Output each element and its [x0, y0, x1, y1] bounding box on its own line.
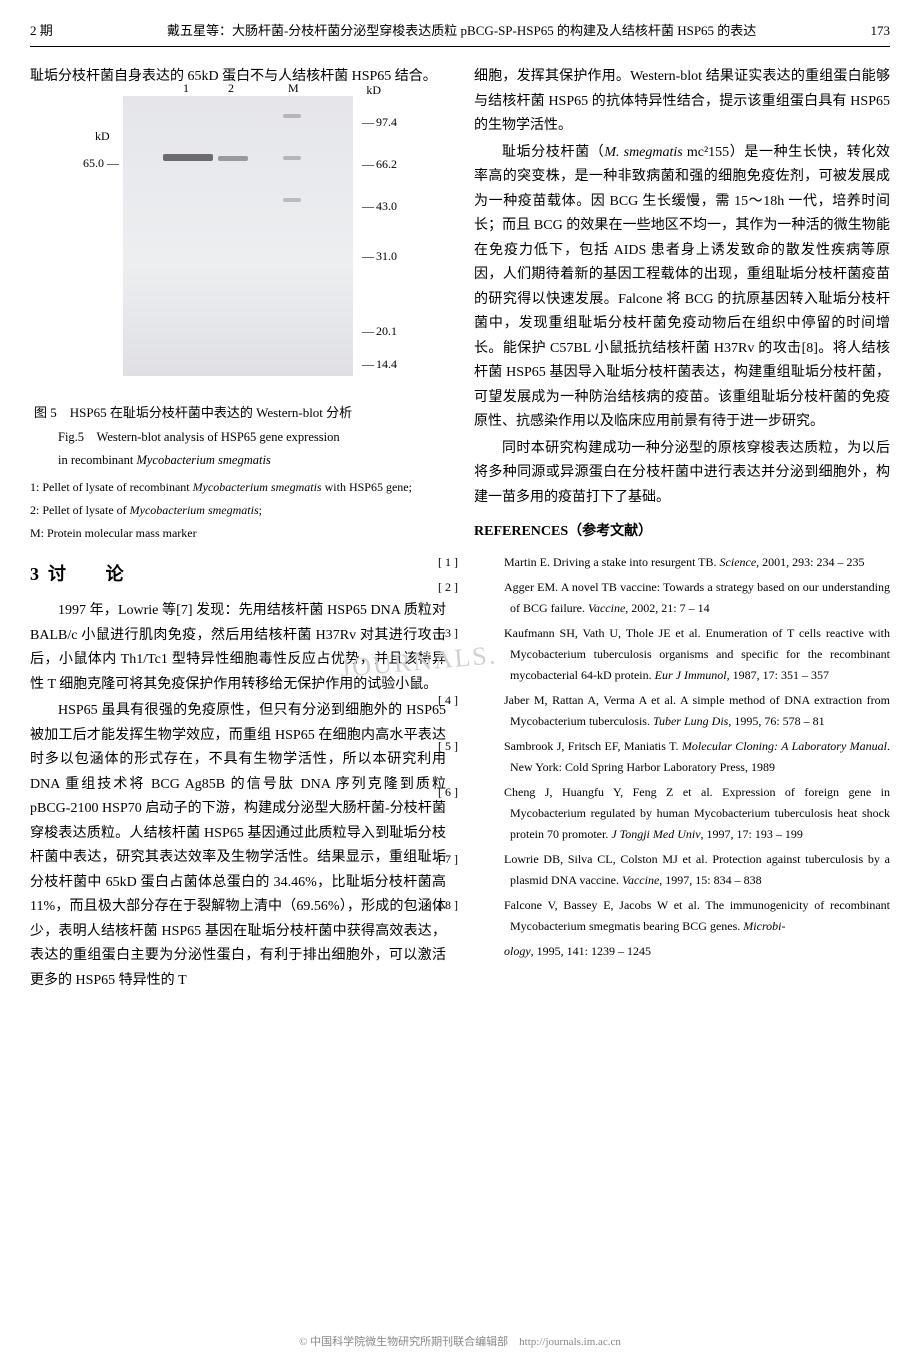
mw-14: 14.4: [376, 354, 397, 374]
reference-item: ology, 1995, 141: 1239 – 1245: [474, 941, 890, 962]
figure-5: 1 2 M kD kD 65.0 — 97.4 66.2 43.0 31.0 2…: [30, 96, 446, 545]
band-lane2: [218, 156, 248, 161]
reference-item: [ 2 ] Agger EM. A novel TB vaccine: Towa…: [474, 577, 890, 619]
intro-continuation: 耻垢分枝杆菌自身表达的 65kD 蛋白不与人结核杆菌 HSP65 结合。: [30, 65, 446, 90]
lane-m-label: M: [288, 78, 299, 98]
fig5-caption-en-2: in recombinant Mycobacterium smegmatis: [30, 450, 446, 470]
reference-item: [ 6 ] Cheng J, Huangfu Y, Feng Z et al. …: [474, 782, 890, 845]
mw-31: 31.0: [376, 246, 397, 266]
section-3-title: 讨 论: [48, 564, 134, 584]
discussion-para-1: 1997 年，Lowrie 等[7] 发现：先用结核杆菌 HSP65 DNA 质…: [30, 599, 446, 697]
lane-2-label: 2: [228, 78, 234, 98]
reference-item: [ 7 ] Lowrie DB, Silva CL, Colston MJ et…: [474, 849, 890, 891]
reference-item: [ 1 ] Martin E. Driving a stake into res…: [474, 552, 890, 573]
kd-left-label: kD: [95, 126, 110, 146]
fig5-notes: 1: Pellet of lysate of recombinant Mycob…: [30, 476, 446, 544]
section-3-num: 3: [30, 564, 39, 584]
right-para-1: 细胞，发挥其保护作用。Western-blot 结果证实表达的重组蛋白能够与结核…: [474, 65, 890, 139]
section-3-heading: 3 讨 论: [30, 559, 446, 590]
side-tick-65: 65.0 —: [83, 153, 119, 173]
marker-66: [283, 156, 301, 160]
marker-43: [283, 198, 301, 202]
right-para-3: 同时本研究构建成功一种分泌型的原核穿梭表达质粒，为以后将多种同源或异源蛋白在分枝…: [474, 437, 890, 511]
discussion-para-2: HSP65 虽具有很强的免疫原性，但只有分泌到细胞外的 HSP65 被加工后才能…: [30, 699, 446, 993]
kd-right-label: kD: [366, 80, 381, 100]
issue-label: 2 期: [30, 20, 53, 42]
mw-66: 66.2: [376, 154, 397, 174]
running-title: 戴五星等：大肠杆菌-分枝杆菌分泌型穿梭表达质粒 pBCG-SP-HSP65 的构…: [53, 20, 871, 42]
fig-note-2: 2: Pellet of lysate of Mycobacterium sme…: [30, 499, 446, 522]
left-column: 耻垢分枝杆菌自身表达的 65kD 蛋白不与人结核杆菌 HSP65 结合。 1 2…: [30, 65, 446, 995]
references-list: [ 1 ] Martin E. Driving a stake into res…: [474, 552, 890, 962]
marker-97: [283, 114, 301, 118]
lane-1-label: 1: [183, 78, 189, 98]
fig-note-1: 1: Pellet of lysate of recombinant Mycob…: [30, 476, 446, 499]
reference-item: [ 3 ] Kaufmann SH, Vath U, Thole JE et a…: [474, 623, 890, 686]
fig5-en-2it: Mycobacterium smegmatis: [136, 453, 270, 467]
band-lane1: [163, 154, 213, 161]
fig5-en-2a: in recombinant: [58, 453, 136, 467]
page-header: 2 期 戴五星等：大肠杆菌-分枝杆菌分泌型穿梭表达质粒 pBCG-SP-HSP6…: [30, 20, 890, 47]
content-columns: 耻垢分枝杆菌自身表达的 65kD 蛋白不与人结核杆菌 HSP65 结合。 1 2…: [30, 65, 890, 995]
reference-item: [ 4 ] Jaber M, Rattan A, Verma A et al. …: [474, 690, 890, 732]
footer-copyright: © 中国科学院微生物研究所期刊联合编辑部 http://journals.im.…: [30, 1333, 890, 1352]
reference-item: [ 5 ] Sambrook J, Fritsch EF, Maniatis T…: [474, 736, 890, 778]
western-blot-gel: 1 2 M kD kD 65.0 — 97.4 66.2 43.0 31.0 2…: [123, 96, 353, 376]
fig5-caption-cn: 图 5 HSP65 在耻垢分枝杆菌中表达的 Western-blot 分析: [30, 402, 446, 424]
reference-item: [ 8 ] Falcone V, Bassey E, Jacobs W et a…: [474, 895, 890, 937]
right-para-2: 耻垢分枝杆菌（M. smegmatis mc²155）是一种生长快，转化效率高的…: [474, 141, 890, 435]
page-number: 173: [871, 20, 891, 42]
fig-note-3: M: Protein molecular mass marker: [30, 522, 446, 545]
mw-20: 20.1: [376, 321, 397, 341]
mw-43: 43.0: [376, 196, 397, 216]
fig5-caption-en-1: Fig.5 Western-blot analysis of HSP65 gen…: [30, 427, 446, 447]
references-heading: REFERENCES（参考文献）: [474, 520, 890, 544]
right-column: 细胞，发挥其保护作用。Western-blot 结果证实表达的重组蛋白能够与结核…: [474, 65, 890, 995]
mw-97: 97.4: [376, 112, 397, 132]
